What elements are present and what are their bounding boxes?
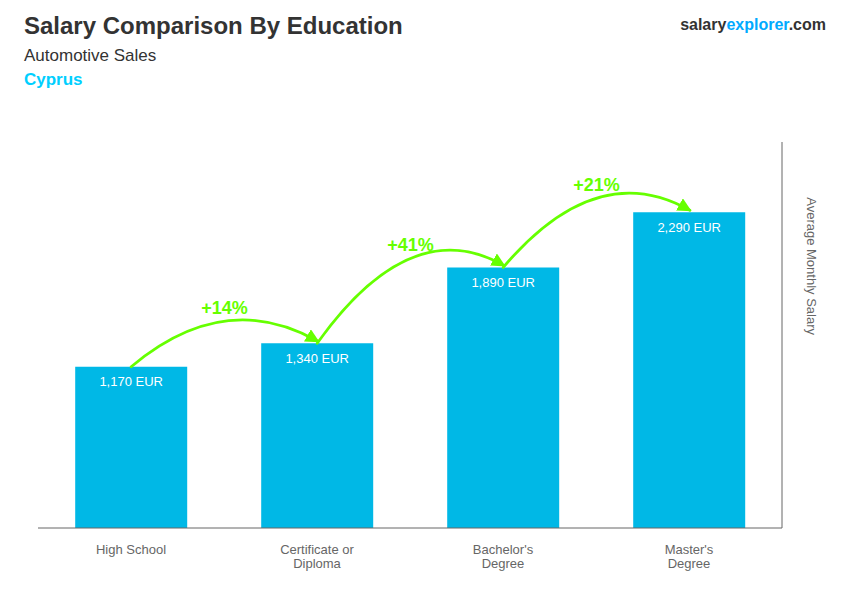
svg-text:1,170 EUR: 1,170 EUR xyxy=(99,374,163,389)
html-text:Salary Comparison By Education: Salary Comparison By Education xyxy=(24,12,403,39)
html-text:Automotive Sales: Automotive Sales xyxy=(24,46,157,65)
svg-text:1,340 EUR: 1,340 EUR xyxy=(285,351,349,366)
svg-text:+21%: +21% xyxy=(573,175,620,195)
svg-text:High School: High School xyxy=(96,542,166,557)
svg-text:1,890 EUR: 1,890 EUR xyxy=(471,275,535,290)
svg-text:Master'sDegree: Master'sDegree xyxy=(665,542,714,571)
svg-text:Average Monthly Salary: Average Monthly Salary xyxy=(804,197,819,335)
svg-text:+41%: +41% xyxy=(387,235,434,255)
svg-text:Certificate orDiploma: Certificate orDiploma xyxy=(280,542,354,571)
svg-text:Bachelor'sDegree: Bachelor'sDegree xyxy=(473,542,534,571)
html-text:Cyprus: Cyprus xyxy=(24,70,83,89)
svg-text:2,290 EUR: 2,290 EUR xyxy=(657,220,721,235)
svg-text:+14%: +14% xyxy=(201,298,248,318)
html-text:salary explorer.com: salary explorer.com xyxy=(680,16,826,33)
